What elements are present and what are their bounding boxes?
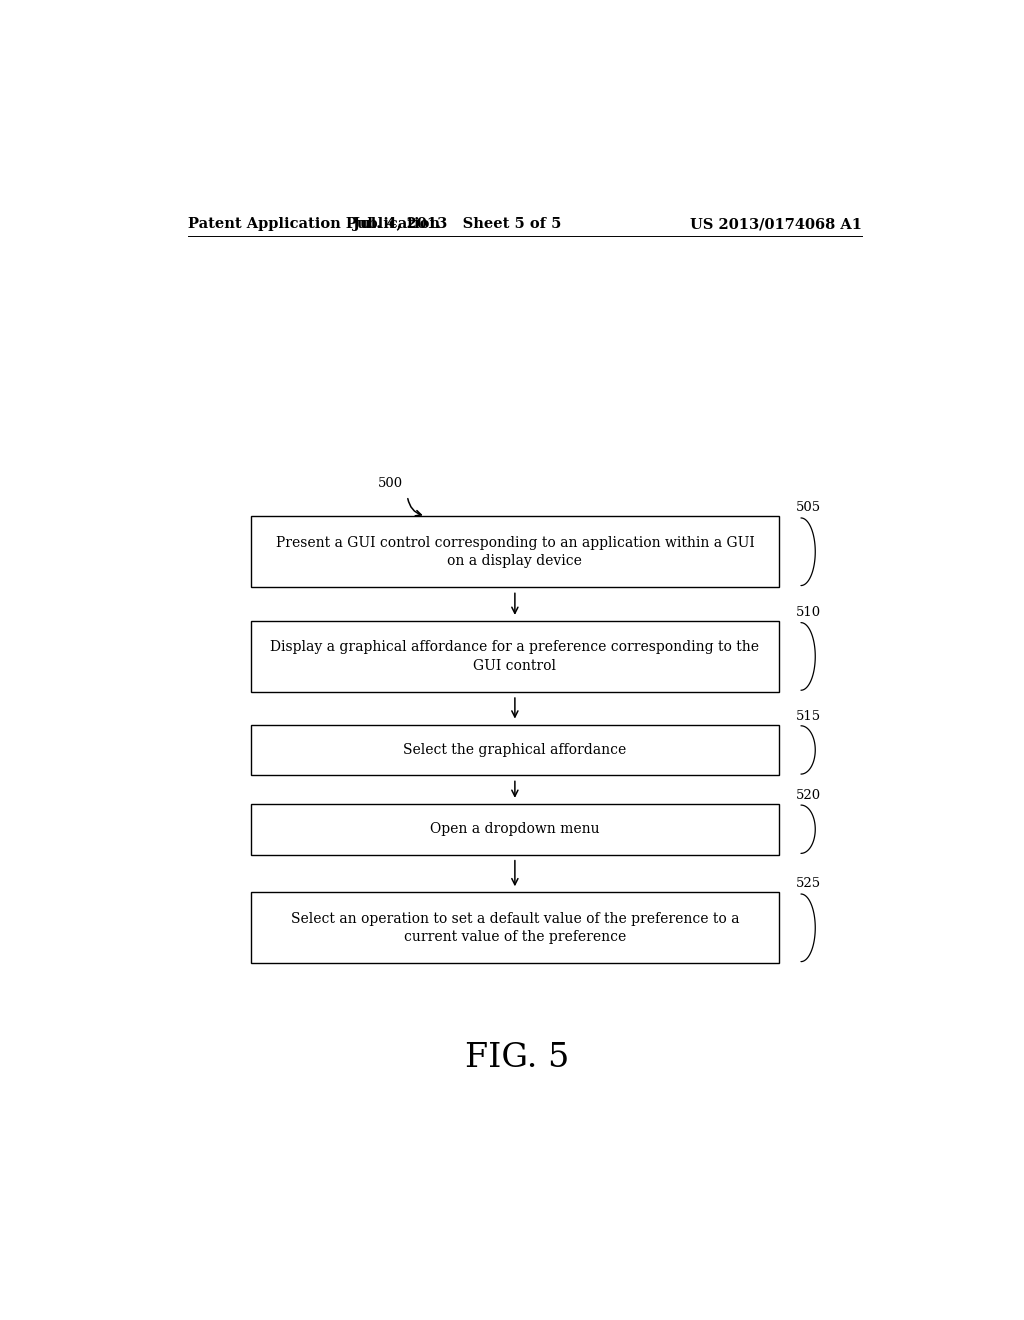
Text: Display a graphical affordance for a preference corresponding to the
GUI control: Display a graphical affordance for a pre… [270, 640, 760, 673]
Bar [251, 620, 778, 692]
Text: Patent Application Publication: Patent Application Publication [187, 218, 439, 231]
Bar [251, 516, 778, 587]
Bar [251, 804, 778, 854]
Text: FIG. 5: FIG. 5 [465, 1041, 569, 1074]
Bar [251, 892, 778, 964]
Text: 515: 515 [797, 710, 821, 722]
Text: Jul. 4, 2013   Sheet 5 of 5: Jul. 4, 2013 Sheet 5 of 5 [353, 218, 561, 231]
Text: 525: 525 [797, 878, 821, 890]
Text: Open a dropdown menu: Open a dropdown menu [430, 822, 600, 837]
Bar [251, 725, 778, 775]
Text: US 2013/0174068 A1: US 2013/0174068 A1 [690, 218, 862, 231]
Text: Select an operation to set a default value of the preference to a
current value : Select an operation to set a default val… [291, 912, 739, 944]
Text: Select the graphical affordance: Select the graphical affordance [403, 743, 627, 756]
Text: 510: 510 [797, 606, 821, 619]
Text: 500: 500 [378, 477, 403, 490]
Text: 520: 520 [797, 789, 821, 801]
Text: 505: 505 [797, 502, 821, 515]
Text: Present a GUI control corresponding to an application within a GUI
on a display : Present a GUI control corresponding to a… [275, 536, 755, 568]
